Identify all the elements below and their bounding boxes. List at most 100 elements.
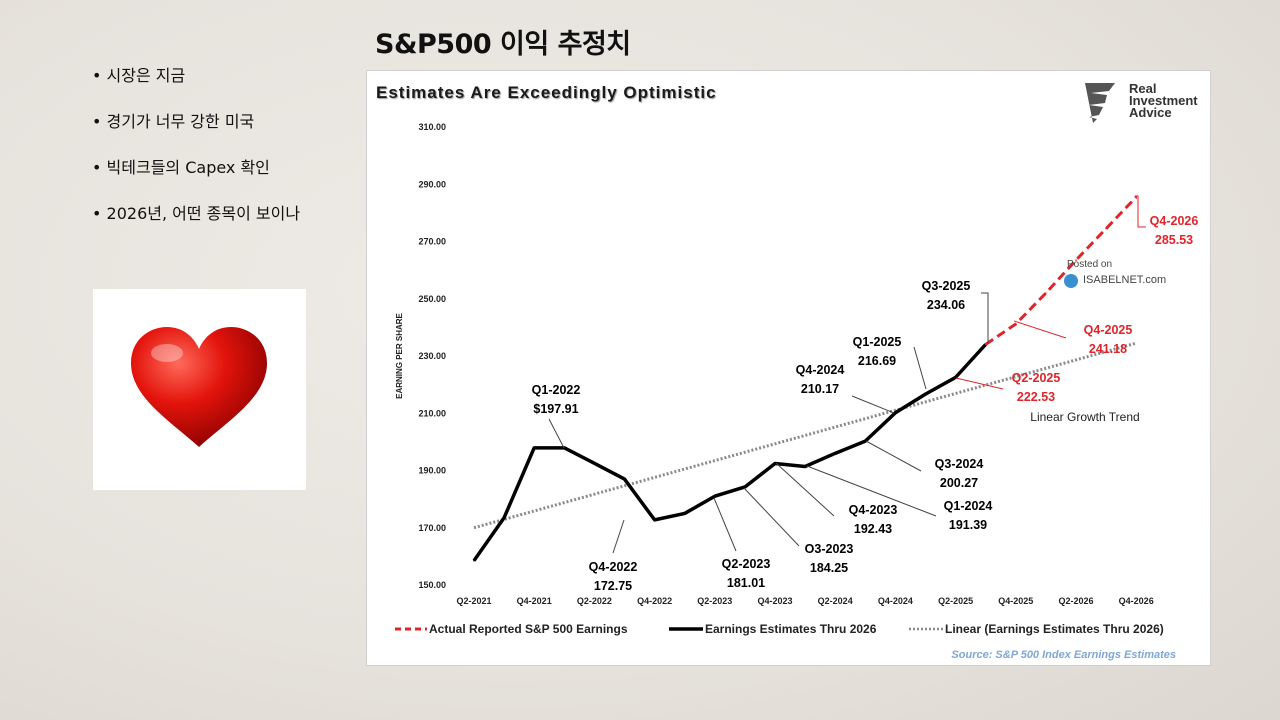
annotation-quarter: Q4-2025 xyxy=(1084,323,1133,337)
annotation-quarter: O3-2023 xyxy=(805,542,854,556)
x-tick-label: Q2-2021 xyxy=(456,596,491,606)
data-point xyxy=(1045,292,1047,294)
watermark-text: ISABELNET.com xyxy=(1083,274,1166,286)
data-point xyxy=(533,447,535,449)
data-point xyxy=(473,559,475,562)
legend: Actual Reported S&P 500 Earnings Earning… xyxy=(395,622,1164,636)
watermark-text: Posted on xyxy=(1067,259,1112,270)
x-tick-label: Q4-2026 xyxy=(1119,596,1154,606)
legend-label: Earnings Estimates Thru 2026 xyxy=(705,622,877,636)
annotation-leader xyxy=(806,465,937,517)
y-tick-label: 270.00 xyxy=(418,237,446,247)
logo-text: Real xyxy=(1129,81,1156,96)
data-point xyxy=(744,486,746,488)
annotation-leader xyxy=(612,519,625,554)
y-tick-label: 190.00 xyxy=(418,466,446,476)
bullet-item: 경기가 너무 강한 미국 xyxy=(92,110,300,156)
y-tick-label: 290.00 xyxy=(418,179,446,189)
annotation-value: 241.18 xyxy=(1089,342,1127,356)
data-point xyxy=(924,393,927,395)
x-tick-label: Q4-2025 xyxy=(998,596,1033,606)
slide-title: S&P500 이익 추정치 xyxy=(375,29,631,60)
x-tick-label: Q2-2026 xyxy=(1058,596,1093,606)
x-tick-label: Q2-2023 xyxy=(697,596,732,606)
bullet-list: 시장은 지금 경기가 너무 강한 미국 빅테크들의 Capex 확인 2026년… xyxy=(92,64,301,248)
y-tick-label: 210.00 xyxy=(418,408,446,418)
annotation-leader xyxy=(981,292,989,344)
linear-trend-line xyxy=(473,341,1137,530)
annotation-leader xyxy=(913,346,927,390)
data-point xyxy=(984,343,987,346)
x-tick-label: Q4-2023 xyxy=(757,596,792,606)
y-tick-label: 250.00 xyxy=(418,294,446,304)
annotation-leader xyxy=(955,377,1004,390)
annotation-leader xyxy=(851,395,895,414)
heart-image xyxy=(93,289,306,490)
data-point xyxy=(653,519,656,521)
data-point xyxy=(683,512,686,515)
globe-icon xyxy=(1064,274,1078,288)
annotation-value: 184.25 xyxy=(810,561,848,575)
annotation-quarter: Q1-2025 xyxy=(853,335,902,349)
earnings-chart: Estimates Are Exceedingly Optimistic Rea… xyxy=(376,81,1199,661)
y-tick-label: 170.00 xyxy=(418,523,446,533)
heart-icon xyxy=(131,327,267,447)
annotation-leader xyxy=(865,440,922,472)
data-point xyxy=(714,495,716,498)
annotation-value: 210.17 xyxy=(801,382,839,396)
annotation-quarter: Q2-2025 xyxy=(1012,371,1061,385)
estimates-line xyxy=(472,343,987,562)
eagle-logo-icon xyxy=(1085,83,1115,123)
logo-text: Advice xyxy=(1129,105,1172,120)
data-point xyxy=(774,462,776,465)
bullet-item: 빅테크들의 Capex 확인 xyxy=(92,156,300,202)
annotation-value: 216.69 xyxy=(858,354,896,368)
x-tick-label: Q4-2022 xyxy=(637,596,672,606)
annotation-value: 234.06 xyxy=(927,298,965,312)
annotation-value: 192.43 xyxy=(854,522,892,536)
x-tick-label: Q2-2022 xyxy=(577,596,612,606)
annotation-quarter: Q1-2024 xyxy=(944,499,993,513)
annotation-leader xyxy=(1135,195,1146,228)
bullet-item: 2026년, 어떤 종목이 보이나 xyxy=(92,202,301,248)
x-tick-label: Q4-2024 xyxy=(878,596,913,606)
annotation-value: 181.01 xyxy=(727,576,765,590)
chart-title: Estimates Are Exceedingly Optimistic xyxy=(376,83,717,102)
y-axis-label: EARNING PER SHARE xyxy=(395,312,404,398)
data-point xyxy=(1015,323,1017,325)
annotation-quarter: Q1-2022 xyxy=(532,383,581,397)
y-tick-label: 150.00 xyxy=(418,580,446,590)
y-tick-label: 230.00 xyxy=(418,351,446,361)
data-point xyxy=(593,462,596,465)
data-point xyxy=(503,516,505,519)
annotation-quarter: Q4-2026 xyxy=(1150,214,1199,228)
annotation-value: $197.91 xyxy=(533,402,578,416)
data-point xyxy=(864,440,867,442)
data-point xyxy=(1075,259,1077,261)
annotation-quarter: Q3-2025 xyxy=(922,279,971,293)
annotation-leader xyxy=(1013,320,1067,339)
data-point xyxy=(804,465,806,468)
x-tick-label: Q2-2024 xyxy=(818,596,853,606)
annotation-leader xyxy=(548,418,565,449)
legend-label: Linear (Earnings Estimates Thru 2026) xyxy=(945,622,1164,636)
annotation-leader xyxy=(743,487,800,547)
logo: Real Investment Advice xyxy=(1085,81,1198,123)
legend-label: Actual Reported S&P 500 Earnings xyxy=(429,622,628,636)
trend-label: Linear Growth Trend xyxy=(1030,410,1139,424)
annotation-quarter: Q4-2022 xyxy=(589,560,638,574)
annotation-value: 222.53 xyxy=(1017,390,1055,404)
data-point xyxy=(834,452,836,455)
data-point xyxy=(894,411,897,414)
annotation-quarter: Q3-2024 xyxy=(935,457,984,471)
data-point xyxy=(1135,196,1137,198)
data-point xyxy=(1105,227,1107,230)
annotation-quarter: Q4-2023 xyxy=(849,503,898,517)
annotation-quarter: Q4-2024 xyxy=(796,363,845,377)
watermark: Posted on ISABELNET.com xyxy=(1064,259,1166,288)
annotation-leader xyxy=(775,462,835,517)
source-note: Source: S&P 500 Index Earnings Estimates xyxy=(951,649,1176,661)
annotation-quarter: Q2-2023 xyxy=(722,557,771,571)
x-tick-label: Q2-2025 xyxy=(938,596,973,606)
annotation-value: 172.75 xyxy=(594,579,632,593)
